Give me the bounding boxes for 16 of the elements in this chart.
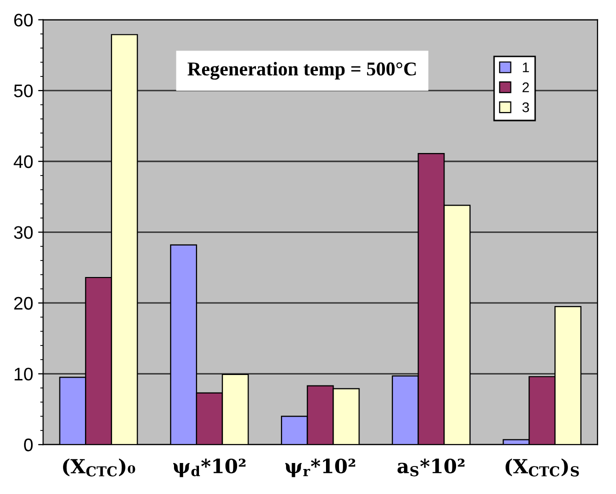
y-tick-label: 20 [14, 296, 33, 310]
y-tick-label: 50 [14, 84, 33, 98]
y-tick-label: 60 [14, 14, 33, 26]
x-tick-label: ψ$_{d}$*10² [173, 458, 246, 478]
y-tick-label: 0 [24, 438, 33, 452]
x-tick-label: a$_{S}$*10² [397, 458, 464, 476]
y-tick-label: 30 [14, 226, 33, 239]
legend-label: 1 [522, 62, 529, 72]
y-tick-label: 40 [14, 155, 33, 168]
y-tick-label: 10 [14, 368, 33, 381]
legend-label: 2 [522, 82, 529, 92]
x-tick-label: (X$_{CTC}$)$_{S}$ [506, 458, 579, 476]
x-tick-label: ψ$_{r}$*10² [285, 458, 356, 478]
legend-label: 3 [522, 102, 529, 112]
annotation: Regeneration temp = 500°C [188, 62, 416, 80]
x-tick-label: (X$_{CTC}$)₀ [63, 458, 136, 476]
